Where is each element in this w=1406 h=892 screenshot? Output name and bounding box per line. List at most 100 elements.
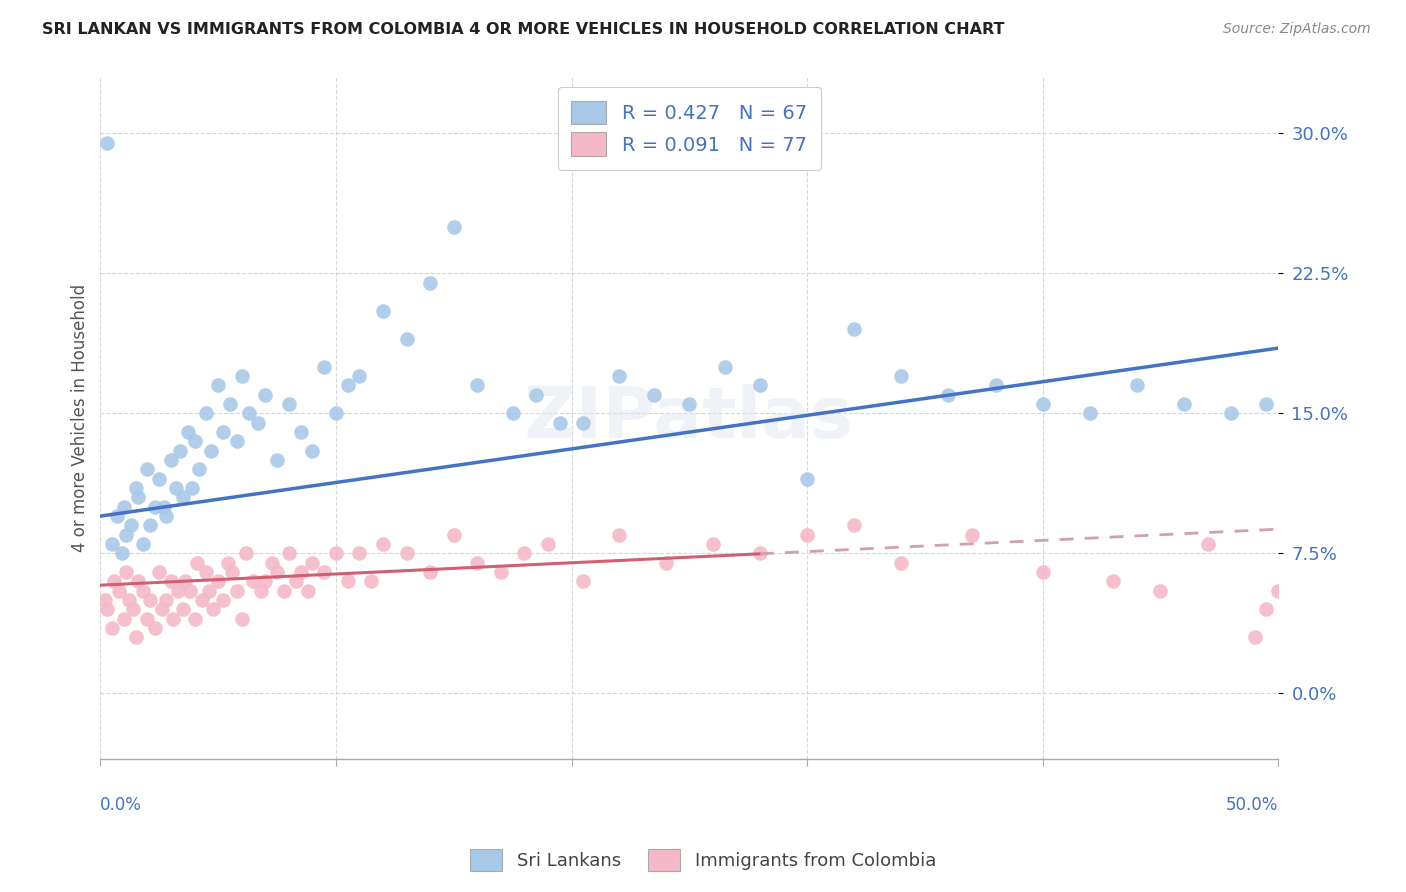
Point xyxy=(217,556,239,570)
Point xyxy=(513,546,536,560)
Point xyxy=(395,332,418,346)
Point xyxy=(150,602,173,616)
Point xyxy=(125,481,148,495)
Point xyxy=(235,546,257,560)
Point xyxy=(984,378,1007,392)
Point xyxy=(325,546,347,560)
Point xyxy=(254,574,277,589)
Point xyxy=(678,397,700,411)
Point xyxy=(195,407,218,421)
Legend: R = 0.427   N = 67, R = 0.091   N = 77: R = 0.427 N = 67, R = 0.091 N = 77 xyxy=(558,87,821,169)
Point xyxy=(125,631,148,645)
Point xyxy=(537,537,560,551)
Point xyxy=(371,537,394,551)
Text: 50.0%: 50.0% xyxy=(1226,797,1278,814)
Point xyxy=(1220,407,1243,421)
Point xyxy=(360,574,382,589)
Point xyxy=(1149,583,1171,598)
Point xyxy=(103,574,125,589)
Point xyxy=(127,491,149,505)
Point xyxy=(273,583,295,598)
Point xyxy=(349,369,371,384)
Point xyxy=(212,425,235,439)
Point xyxy=(139,593,162,607)
Point xyxy=(290,565,312,579)
Point xyxy=(643,388,665,402)
Point xyxy=(174,574,197,589)
Point xyxy=(115,565,138,579)
Point xyxy=(277,546,299,560)
Point xyxy=(1102,574,1125,589)
Point xyxy=(938,388,960,402)
Point xyxy=(1267,583,1289,598)
Point xyxy=(176,425,198,439)
Point xyxy=(136,462,159,476)
Point xyxy=(183,434,205,449)
Text: SRI LANKAN VS IMMIGRANTS FROM COLOMBIA 4 OR MORE VEHICLES IN HOUSEHOLD CORRELATI: SRI LANKAN VS IMMIGRANTS FROM COLOMBIA 4… xyxy=(42,22,1005,37)
Point xyxy=(200,443,222,458)
Point xyxy=(155,593,177,607)
Point xyxy=(172,602,194,616)
Point xyxy=(231,369,253,384)
Point xyxy=(960,528,983,542)
Point xyxy=(207,378,229,392)
Point xyxy=(155,509,177,524)
Point xyxy=(419,276,441,290)
Point xyxy=(1078,407,1101,421)
Point xyxy=(524,388,547,402)
Point xyxy=(297,583,319,598)
Point xyxy=(221,565,243,579)
Point xyxy=(219,397,242,411)
Point xyxy=(139,518,162,533)
Point xyxy=(94,593,117,607)
Point xyxy=(749,546,772,560)
Point xyxy=(443,528,465,542)
Point xyxy=(607,369,630,384)
Point xyxy=(249,583,271,598)
Point xyxy=(167,583,190,598)
Point xyxy=(796,528,818,542)
Point xyxy=(212,593,235,607)
Point xyxy=(254,388,277,402)
Point xyxy=(190,593,212,607)
Point xyxy=(1197,537,1219,551)
Point xyxy=(202,602,225,616)
Point xyxy=(143,621,166,635)
Legend: Sri Lankans, Immigrants from Colombia: Sri Lankans, Immigrants from Colombia xyxy=(463,842,943,879)
Point xyxy=(284,574,307,589)
Point xyxy=(489,565,512,579)
Point xyxy=(183,612,205,626)
Point xyxy=(572,574,595,589)
Point xyxy=(262,556,284,570)
Point xyxy=(179,583,201,598)
Point xyxy=(115,528,138,542)
Point xyxy=(713,359,735,374)
Point xyxy=(796,472,818,486)
Point xyxy=(136,612,159,626)
Point xyxy=(117,593,139,607)
Point xyxy=(266,453,288,467)
Point xyxy=(1173,397,1195,411)
Point xyxy=(108,583,131,598)
Point xyxy=(655,556,678,570)
Point xyxy=(105,509,128,524)
Point xyxy=(110,546,132,560)
Point xyxy=(188,462,211,476)
Point xyxy=(247,416,270,430)
Point xyxy=(120,518,142,533)
Point xyxy=(172,491,194,505)
Point xyxy=(207,574,229,589)
Point xyxy=(226,434,249,449)
Point xyxy=(186,556,208,570)
Text: 0.0%: 0.0% xyxy=(100,797,142,814)
Point xyxy=(96,602,118,616)
Point xyxy=(325,407,347,421)
Point xyxy=(395,546,418,560)
Point xyxy=(160,453,183,467)
Point xyxy=(127,574,149,589)
Point xyxy=(101,621,124,635)
Point xyxy=(1032,397,1054,411)
Point xyxy=(143,500,166,514)
Point xyxy=(132,583,155,598)
Point xyxy=(277,397,299,411)
